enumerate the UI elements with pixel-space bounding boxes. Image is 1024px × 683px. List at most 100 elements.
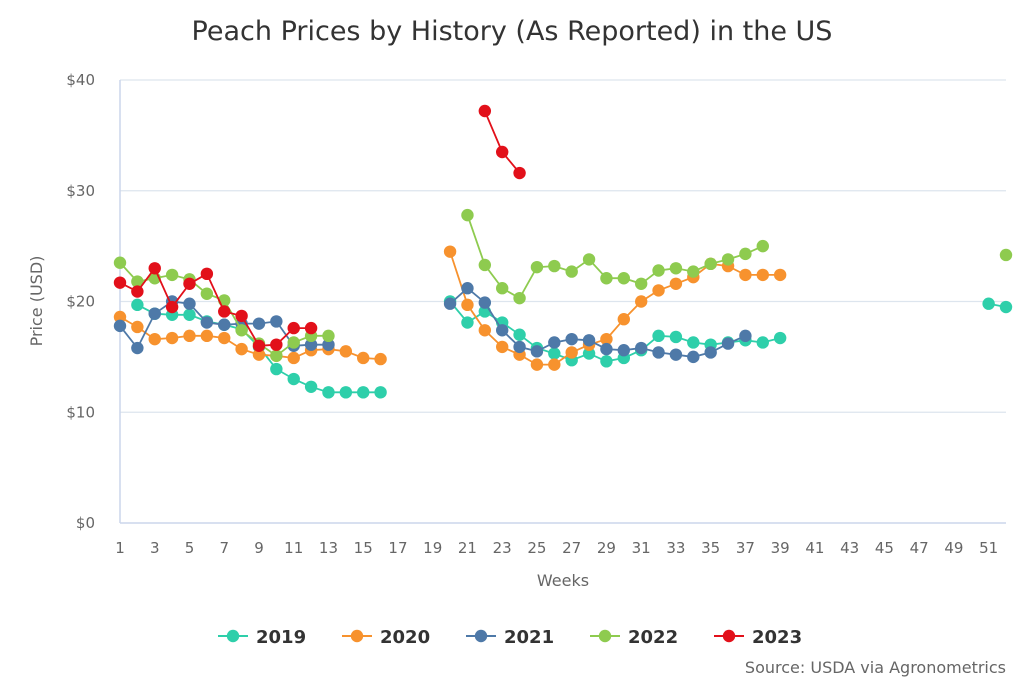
data-point	[357, 386, 370, 399]
data-point	[999, 300, 1013, 314]
x-tick-label: 11	[284, 539, 303, 557]
data-point	[357, 351, 370, 365]
data-point	[739, 329, 752, 343]
legend[interactable]: 2019 2020 2021 2022 2023	[218, 627, 802, 648]
data-point	[270, 338, 283, 351]
legend-item-2020[interactable]: 2020	[342, 627, 430, 648]
x-tick-label: 49	[944, 539, 963, 557]
legend-label: 2022	[628, 627, 678, 648]
legend-item-2021[interactable]: 2021	[466, 627, 554, 648]
legend-item-2019[interactable]: 2019	[218, 627, 306, 648]
data-point	[322, 338, 335, 351]
data-point	[478, 258, 492, 272]
data-point	[704, 346, 717, 359]
data-point	[131, 298, 144, 312]
data-point	[548, 358, 561, 371]
data-point	[982, 297, 995, 310]
data-point	[582, 334, 596, 347]
data-point	[513, 328, 526, 341]
data-point	[495, 340, 509, 354]
data-point	[495, 145, 509, 159]
legend-swatch-marker	[722, 629, 736, 643]
legend-item-2023[interactable]: 2023	[714, 627, 802, 648]
data-point	[148, 307, 161, 320]
data-point	[270, 315, 283, 328]
data-point	[687, 350, 700, 364]
data-point	[669, 262, 683, 275]
data-point	[756, 336, 769, 349]
data-point	[669, 277, 683, 290]
data-point	[165, 331, 179, 345]
data-point	[270, 362, 283, 376]
data-point	[687, 336, 700, 349]
data-point	[565, 265, 578, 278]
data-point	[652, 264, 665, 277]
data-point	[131, 285, 144, 298]
data-point	[200, 267, 214, 281]
legend-swatch-marker	[474, 629, 488, 643]
x-tick-label: 17	[388, 539, 407, 557]
x-tick-label: 25	[527, 539, 546, 557]
data-point	[287, 336, 300, 349]
data-point	[478, 324, 492, 337]
data-point	[600, 355, 613, 368]
x-tick-label: 5	[185, 539, 195, 557]
data-point	[548, 259, 561, 273]
data-point	[461, 282, 474, 295]
data-point	[652, 284, 665, 297]
x-tick-label: 47	[910, 539, 929, 557]
data-point	[304, 380, 318, 393]
data-point	[200, 329, 214, 343]
x-axis-label: Weeks	[537, 571, 589, 590]
data-point	[478, 296, 492, 309]
data-point	[218, 305, 231, 318]
x-tick-label: 13	[319, 539, 338, 557]
source-note: Source: USDA via Agronometrics	[745, 658, 1006, 677]
x-tick-label: 21	[458, 539, 477, 557]
data-point	[739, 247, 752, 261]
x-tick-label: 51	[979, 539, 998, 557]
data-point	[339, 345, 353, 358]
x-tick-label: 33	[666, 539, 685, 557]
data-point	[287, 351, 300, 365]
data-point	[565, 346, 578, 359]
x-tick-label: 45	[875, 539, 894, 557]
data-point	[218, 331, 231, 345]
data-point	[652, 329, 665, 343]
x-tick-label: 19	[423, 539, 442, 557]
data-point	[113, 310, 127, 324]
series-line-2023	[119, 110, 521, 347]
data-point	[530, 260, 544, 274]
x-tick-label: 41	[805, 539, 824, 557]
data-point	[634, 277, 648, 290]
data-point	[235, 324, 248, 337]
series-line-2021	[119, 287, 746, 358]
chart-title: Peach Prices by History (As Reported) in…	[192, 16, 833, 47]
data-point	[252, 339, 266, 352]
data-point	[548, 336, 561, 349]
data-point	[600, 342, 613, 356]
data-point	[200, 316, 214, 329]
data-point	[461, 208, 474, 222]
data-point	[582, 253, 596, 266]
data-point	[634, 295, 648, 308]
data-point	[287, 321, 300, 335]
data-point	[478, 104, 492, 118]
data-point	[235, 342, 248, 356]
data-point	[721, 337, 735, 350]
data-point	[183, 308, 196, 321]
data-point	[374, 386, 387, 399]
data-point	[721, 253, 735, 266]
data-point	[304, 321, 318, 335]
data-point	[183, 329, 196, 343]
y-tick-label: $20	[66, 293, 95, 311]
data-point	[148, 262, 161, 275]
legend-item-2022[interactable]: 2022	[590, 627, 678, 648]
data-point	[687, 265, 700, 278]
series-2022	[113, 208, 1013, 362]
data-point	[600, 272, 613, 285]
data-point	[252, 317, 266, 330]
data-point	[235, 309, 248, 323]
legend-label: 2020	[380, 627, 430, 648]
